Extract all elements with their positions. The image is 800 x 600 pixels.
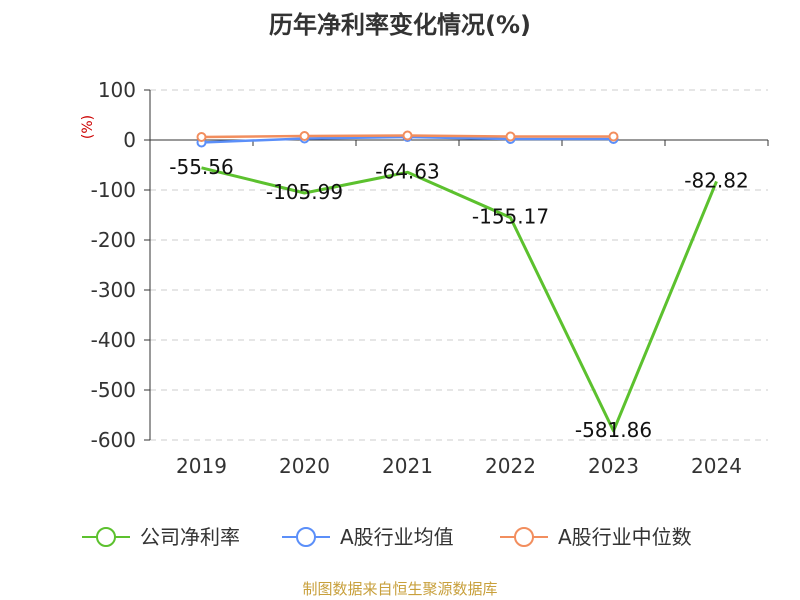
y-tick-label: -600	[91, 428, 136, 452]
data-label: -581.86	[575, 418, 652, 442]
data-label: -155.17	[472, 205, 549, 229]
series-point	[402, 130, 413, 141]
series-point	[196, 132, 207, 142]
data-label: -82.82	[684, 168, 748, 192]
data-label: -105.99	[266, 180, 343, 204]
x-axis: 2019 2020 2021 2022 2023 2024	[149, 139, 769, 478]
legend-label: 公司净利率	[140, 525, 240, 549]
x-tick-label: 2024	[691, 454, 742, 478]
legend-label: A股行业均值	[340, 525, 454, 549]
y-axis: 100 0 -100 -200 -300 -400 -500 -600	[91, 78, 151, 452]
x-tick-label: 2023	[588, 454, 639, 478]
y-tick-label: -400	[91, 328, 136, 352]
y-tick-label: -500	[91, 378, 136, 402]
legend-marker	[96, 527, 116, 547]
data-labels: -55.56 -105.99 -64.63 -155.17 -581.86 -82.82	[169, 155, 748, 442]
legend-marker	[296, 527, 316, 547]
x-tick-label: 2019	[176, 454, 227, 478]
source-caption: 制图数据来自恒生聚源数据库	[302, 580, 497, 598]
series-point	[299, 131, 310, 141]
y-tick-label: 0	[123, 128, 136, 152]
legend-marker	[514, 527, 534, 547]
legend: 公司净利率 A股行业均值 A股行业中位数	[82, 525, 692, 549]
x-tick-label: 2022	[485, 454, 536, 478]
x-tick-label: 2020	[279, 454, 330, 478]
y-tick-label: -100	[91, 178, 136, 202]
x-tick-label: 2021	[382, 454, 433, 478]
chart-title: 历年净利率变化情况(%)	[269, 11, 531, 39]
series-point	[505, 131, 516, 142]
legend-label: A股行业中位数	[558, 525, 692, 549]
series-line	[201, 166, 718, 433]
y-unit-label: (%)	[80, 115, 96, 139]
series-point	[608, 131, 619, 142]
y-tick-label: 100	[98, 78, 136, 102]
data-label: -64.63	[375, 159, 439, 183]
data-label: -55.56	[169, 155, 233, 179]
y-tick-label: -200	[91, 228, 136, 252]
grid-lines	[150, 89, 768, 441]
series-layer	[196, 130, 718, 433]
y-tick-label: -300	[91, 278, 136, 302]
